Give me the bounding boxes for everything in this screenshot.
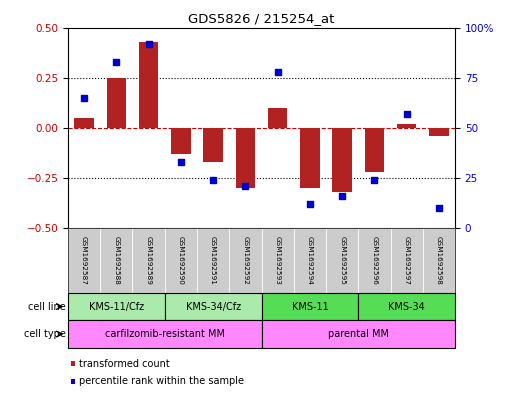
Text: GSM1692596: GSM1692596 [371,236,378,285]
Text: transformed count: transformed count [79,358,170,369]
Point [177,159,185,165]
Text: GSM1692595: GSM1692595 [339,236,345,285]
Bar [139,42,158,128]
Point [274,68,282,75]
Point [370,177,379,183]
Point [241,183,249,189]
Text: GSM1692587: GSM1692587 [81,236,87,285]
Bar [236,128,255,188]
Text: GSM1692592: GSM1692592 [242,236,248,285]
Text: KMS-34/Cfz: KMS-34/Cfz [186,301,241,312]
Point [338,193,346,199]
Point [435,205,443,211]
Point [209,177,218,183]
Text: GSM1692590: GSM1692590 [178,236,184,285]
Text: cell type: cell type [24,329,65,339]
Title: GDS5826 / 215254_at: GDS5826 / 215254_at [188,12,335,25]
Text: GSM1692588: GSM1692588 [113,236,119,285]
Text: KMS-11/Cfz: KMS-11/Cfz [89,301,144,312]
Bar [333,128,352,192]
Point [144,40,153,47]
Text: GSM1692598: GSM1692598 [436,236,442,285]
Text: GSM1692597: GSM1692597 [404,236,410,285]
Text: KMS-11: KMS-11 [291,301,328,312]
Text: GSM1692593: GSM1692593 [275,236,281,285]
Point [80,94,88,101]
Text: GSM1692589: GSM1692589 [145,236,152,285]
Point [112,59,120,65]
Bar [171,128,190,154]
Text: KMS-34: KMS-34 [388,301,425,312]
Bar [300,128,320,188]
Text: parental MM: parental MM [328,329,389,339]
Text: GSM1692591: GSM1692591 [210,236,216,285]
Text: cell line: cell line [28,301,65,312]
Bar [107,78,126,128]
Text: GSM1692594: GSM1692594 [307,236,313,285]
Bar [365,128,384,172]
Point [305,201,314,207]
Bar [397,124,416,128]
Bar [74,118,94,128]
Bar [429,128,449,136]
Text: percentile rank within the sample: percentile rank within the sample [79,376,244,386]
Text: carfilzomib-resistant MM: carfilzomib-resistant MM [105,329,225,339]
Bar [268,108,287,128]
Point [403,110,411,117]
Bar [203,128,223,162]
